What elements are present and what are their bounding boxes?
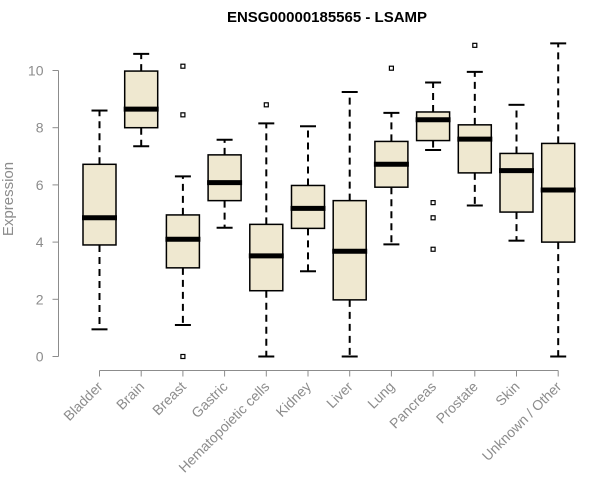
box-skin bbox=[499, 103, 534, 242]
box-series bbox=[82, 42, 576, 360]
iqr-box bbox=[540, 142, 576, 243]
y-tick-label: 0 bbox=[36, 349, 44, 365]
iqr-box bbox=[82, 163, 117, 246]
iqr-box bbox=[207, 154, 242, 202]
x-tick-label: Unknown / Other bbox=[479, 378, 565, 464]
y-axis-label: Expression bbox=[0, 162, 17, 236]
box-lung bbox=[373, 65, 409, 246]
outlier-point bbox=[263, 102, 269, 108]
iqr-box bbox=[499, 152, 534, 213]
y-tick-label: 10 bbox=[28, 63, 44, 79]
outlier-point bbox=[180, 112, 186, 118]
y-tick-label: 4 bbox=[36, 234, 44, 250]
x-tick-label: Bladder bbox=[60, 378, 106, 424]
outlier-point bbox=[180, 63, 186, 69]
box-unknown-other bbox=[540, 42, 576, 358]
y-tick-label: 6 bbox=[36, 177, 44, 193]
iqr-box bbox=[415, 111, 451, 142]
outlier-point bbox=[180, 353, 186, 360]
outlier-point bbox=[430, 200, 436, 206]
box-bladder bbox=[82, 109, 117, 331]
outlier-point bbox=[430, 215, 436, 221]
x-tick-label: Liver bbox=[323, 378, 356, 411]
box-liver bbox=[332, 90, 368, 358]
outlier-point bbox=[472, 42, 478, 48]
x-tick-label: Lung bbox=[364, 378, 397, 411]
box-prostate bbox=[457, 42, 493, 207]
box-gastric bbox=[207, 138, 243, 229]
box-pancreas bbox=[415, 81, 451, 252]
x-tick-label: Brain bbox=[113, 378, 147, 412]
x-tick-label: Prostate bbox=[433, 378, 481, 426]
iqr-box bbox=[123, 70, 159, 129]
x-tick-label: Kidney bbox=[273, 378, 315, 420]
box-brain bbox=[123, 52, 159, 148]
y-tick-label: 2 bbox=[36, 291, 44, 307]
chart-title: ENSG00000185565 - LSAMP bbox=[227, 9, 427, 26]
box-kidney bbox=[290, 125, 326, 273]
outlier-point bbox=[430, 246, 436, 252]
x-tick-label: Breast bbox=[149, 378, 189, 418]
iqr-box bbox=[457, 124, 493, 174]
y-tick-label: 8 bbox=[36, 120, 44, 136]
outlier-point bbox=[388, 65, 394, 71]
x-tick-label: Skin bbox=[492, 378, 523, 409]
y-axis: 0 2 4 6 8 10 bbox=[28, 63, 59, 365]
box-hematopoietic-cells bbox=[248, 102, 284, 358]
box-breast bbox=[165, 63, 201, 360]
